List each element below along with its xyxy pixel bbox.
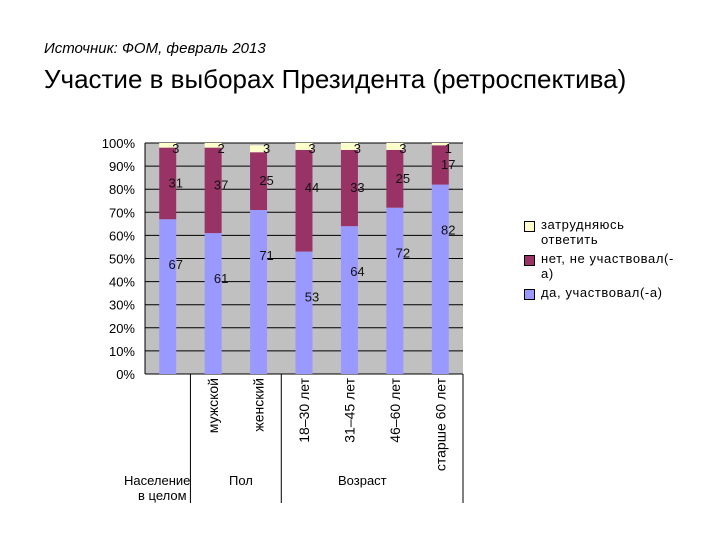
category-label: старше 60 лет bbox=[432, 377, 448, 471]
bar-segment-yes bbox=[386, 207, 404, 374]
y-tick-label: 20% bbox=[109, 321, 135, 336]
data-label: 25 bbox=[259, 173, 273, 188]
group-label-sex: Пол bbox=[229, 473, 253, 488]
bar-segment-unsure bbox=[204, 143, 222, 148]
data-label: 61 bbox=[214, 271, 228, 286]
legend-label-yes: да, участвовал(-а) bbox=[541, 285, 663, 300]
bar-segment-unsure bbox=[159, 143, 177, 148]
bar-segment-unsure bbox=[250, 145, 268, 153]
bar-segment-no bbox=[340, 149, 358, 227]
legend-item-unsure: затрудняюсь ответить bbox=[524, 217, 694, 247]
legend-swatch-unsure bbox=[524, 221, 535, 232]
data-label: 17 bbox=[441, 157, 455, 172]
bar-segment-unsure bbox=[340, 143, 358, 150]
data-label: 67 bbox=[168, 257, 182, 272]
group-label-overall: Население bbox=[124, 473, 190, 488]
y-tick-label: 0% bbox=[116, 367, 135, 382]
y-tick-label: 90% bbox=[109, 159, 135, 174]
source-note: Источник: ФОМ, февраль 2013 bbox=[44, 40, 266, 57]
legend-item-yes: да, участвовал(-а) bbox=[524, 285, 694, 300]
bar-segment-no bbox=[431, 145, 449, 185]
legend-swatch-yes bbox=[524, 289, 535, 300]
category-label: 31–45 лет bbox=[341, 377, 357, 442]
bar-segment-no bbox=[159, 147, 177, 220]
data-label: 64 bbox=[350, 264, 364, 279]
category-label: 18–30 лет bbox=[296, 377, 312, 442]
bar-segment-no bbox=[250, 152, 268, 210]
category-label: женский bbox=[251, 378, 267, 432]
page-title: Участие в выборах Президента (ретроспект… bbox=[44, 64, 627, 94]
data-label: 53 bbox=[305, 290, 319, 305]
bar-segment-yes bbox=[204, 233, 222, 374]
bar-segment-yes bbox=[295, 251, 313, 374]
category-label: 46–60 лет bbox=[387, 377, 403, 442]
y-tick-label: 30% bbox=[109, 298, 135, 313]
bar-segment-no bbox=[295, 149, 313, 252]
y-tick-label: 70% bbox=[109, 205, 135, 220]
legend-label-no: нет, не участвовал(-а) bbox=[541, 251, 674, 281]
data-label: 82 bbox=[441, 223, 455, 238]
bar-segment-unsure bbox=[431, 143, 449, 146]
group-label-overall-line2: в целом bbox=[138, 488, 187, 503]
data-label: 72 bbox=[396, 246, 410, 261]
legend-item-no: нет, не участвовал(-а) bbox=[524, 251, 694, 281]
bar-segment-unsure bbox=[295, 143, 313, 150]
bar-segment-no bbox=[386, 149, 404, 208]
bar-segment-no bbox=[204, 147, 222, 234]
data-label: 31 bbox=[168, 175, 182, 190]
data-label: 3 bbox=[263, 141, 270, 156]
data-label: 1 bbox=[445, 141, 452, 156]
data-label: 37 bbox=[214, 178, 228, 193]
data-label: 3 bbox=[308, 141, 315, 156]
bar-segment-yes bbox=[431, 184, 449, 374]
data-label: 44 bbox=[305, 180, 319, 195]
y-tick-label: 40% bbox=[109, 275, 135, 290]
y-tick-label: 60% bbox=[109, 228, 135, 243]
bar-segment-yes bbox=[159, 219, 177, 374]
data-label: 71 bbox=[259, 248, 273, 263]
category-label: мужской bbox=[205, 378, 221, 433]
data-label: 3 bbox=[354, 141, 361, 156]
legend-swatch-no bbox=[524, 255, 535, 266]
data-label: 2 bbox=[218, 141, 225, 156]
legend-label-unsure: затрудняюсь ответить bbox=[541, 217, 625, 247]
data-label: 33 bbox=[350, 180, 364, 195]
data-label: 3 bbox=[172, 141, 179, 156]
data-label: 25 bbox=[396, 171, 410, 186]
y-tick-label: 10% bbox=[109, 344, 135, 359]
y-tick-label: 50% bbox=[109, 252, 135, 267]
chart-legend: затрудняюсь ответить нет, не участвовал(… bbox=[524, 217, 694, 304]
y-tick-label: 80% bbox=[109, 182, 135, 197]
bar-segment-yes bbox=[250, 209, 268, 374]
bar-segment-yes bbox=[340, 226, 358, 374]
bar-segment-unsure bbox=[386, 143, 404, 150]
group-label-age: Возраст bbox=[338, 473, 387, 488]
data-label: 3 bbox=[399, 141, 406, 156]
y-tick-label: 100% bbox=[102, 136, 136, 151]
